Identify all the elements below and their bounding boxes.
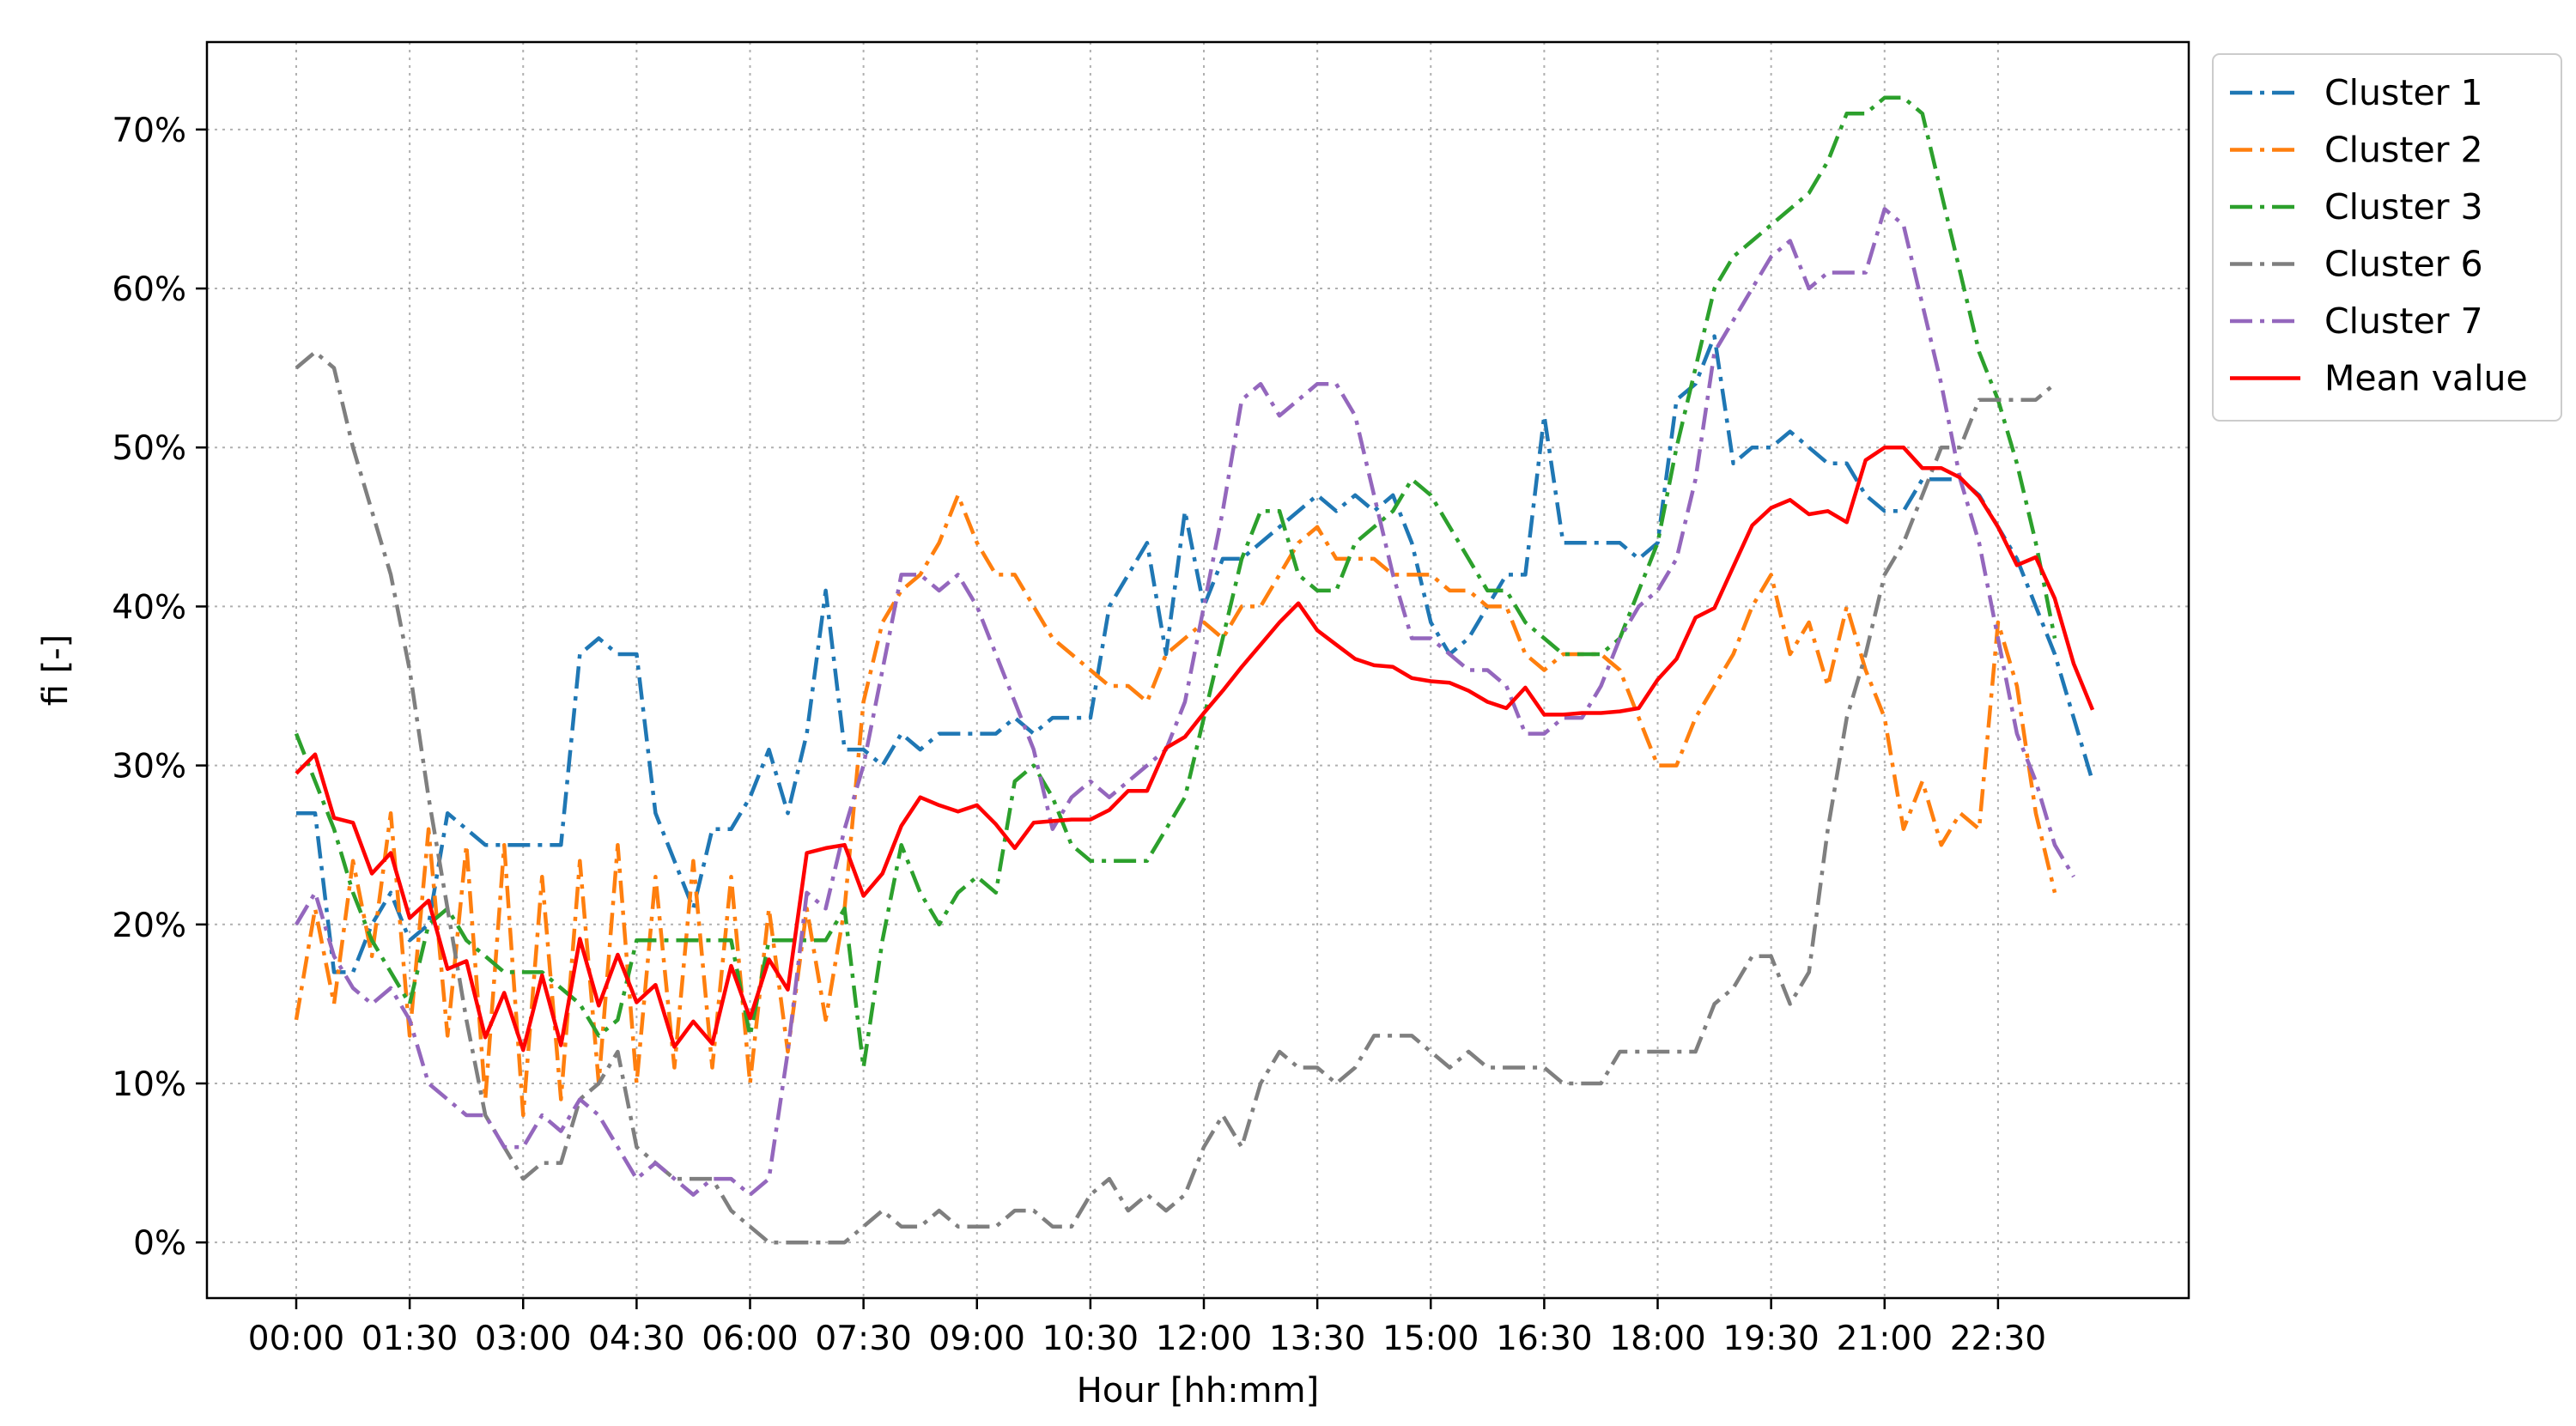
- legend: Cluster 1 Cluster 2 Cluster 3 Cluster 6 Clus…: [2212, 53, 2562, 422]
- legend-label: Mean value: [2324, 358, 2528, 399]
- legend-box: [2212, 53, 2562, 422]
- y-tick-label: 0%: [133, 1224, 186, 1263]
- series-line-3: [294, 95, 2057, 1070]
- y-tick-label: 40%: [112, 588, 186, 627]
- x-tick-label: 00:00: [248, 1320, 344, 1358]
- legend-label: Cluster 1: [2324, 72, 2483, 113]
- x-tick-label: 21:00: [1837, 1320, 1933, 1358]
- series-line-1: [296, 334, 2095, 974]
- x-tick-label: 06:00: [702, 1320, 798, 1358]
- plot-frame: [205, 40, 2190, 1300]
- x-tick-label: 18:00: [1609, 1320, 1705, 1358]
- y-tick-label: 20%: [112, 907, 186, 945]
- legend-label: Cluster 7: [2324, 300, 2483, 342]
- y-axis: 0% 10% 20% 30% 40% 50% 60% 70%: [112, 112, 207, 1263]
- series-lines: [294, 95, 2095, 1245]
- x-tick-label: 07:30: [815, 1320, 911, 1358]
- x-axis-title: Hour [hh:mm]: [1077, 1371, 1319, 1411]
- y-axis-title: fi [-]: [36, 634, 76, 707]
- legend-label: Cluster 3: [2324, 186, 2483, 228]
- series-line-6: [295, 445, 2095, 1053]
- legend-label: Cluster 2: [2324, 130, 2483, 171]
- x-tick-label: 15:00: [1382, 1320, 1479, 1358]
- x-tick-label: 12:00: [1156, 1320, 1252, 1358]
- x-axis: 00:00 01:30 03:00 04:30 06:00 07:30 09:00 10:30…: [248, 1298, 2046, 1358]
- x-tick-label: 09:00: [929, 1320, 1025, 1358]
- gridlines: [207, 42, 2189, 1298]
- y-tick-label: 60%: [112, 270, 186, 309]
- y-tick-label: 50%: [112, 429, 186, 468]
- x-tick-label: 22:30: [1950, 1320, 2046, 1358]
- x-tick-label: 13:30: [1269, 1320, 1365, 1358]
- y-tick-label: 30%: [112, 748, 186, 786]
- x-tick-label: 19:30: [1722, 1320, 1819, 1358]
- y-tick-label: 70%: [112, 112, 186, 150]
- x-tick-label: 10:30: [1042, 1320, 1139, 1358]
- legend-label: Cluster 6: [2324, 244, 2483, 285]
- series-line-4: [295, 349, 2057, 1245]
- x-tick-label: 04:30: [588, 1320, 684, 1358]
- series-line-5: [295, 207, 2075, 1197]
- y-tick-label: 10%: [112, 1065, 186, 1104]
- x-tick-label: 16:30: [1496, 1320, 1592, 1358]
- x-tick-label: 03:00: [475, 1320, 571, 1358]
- x-tick-label: 01:30: [361, 1320, 458, 1358]
